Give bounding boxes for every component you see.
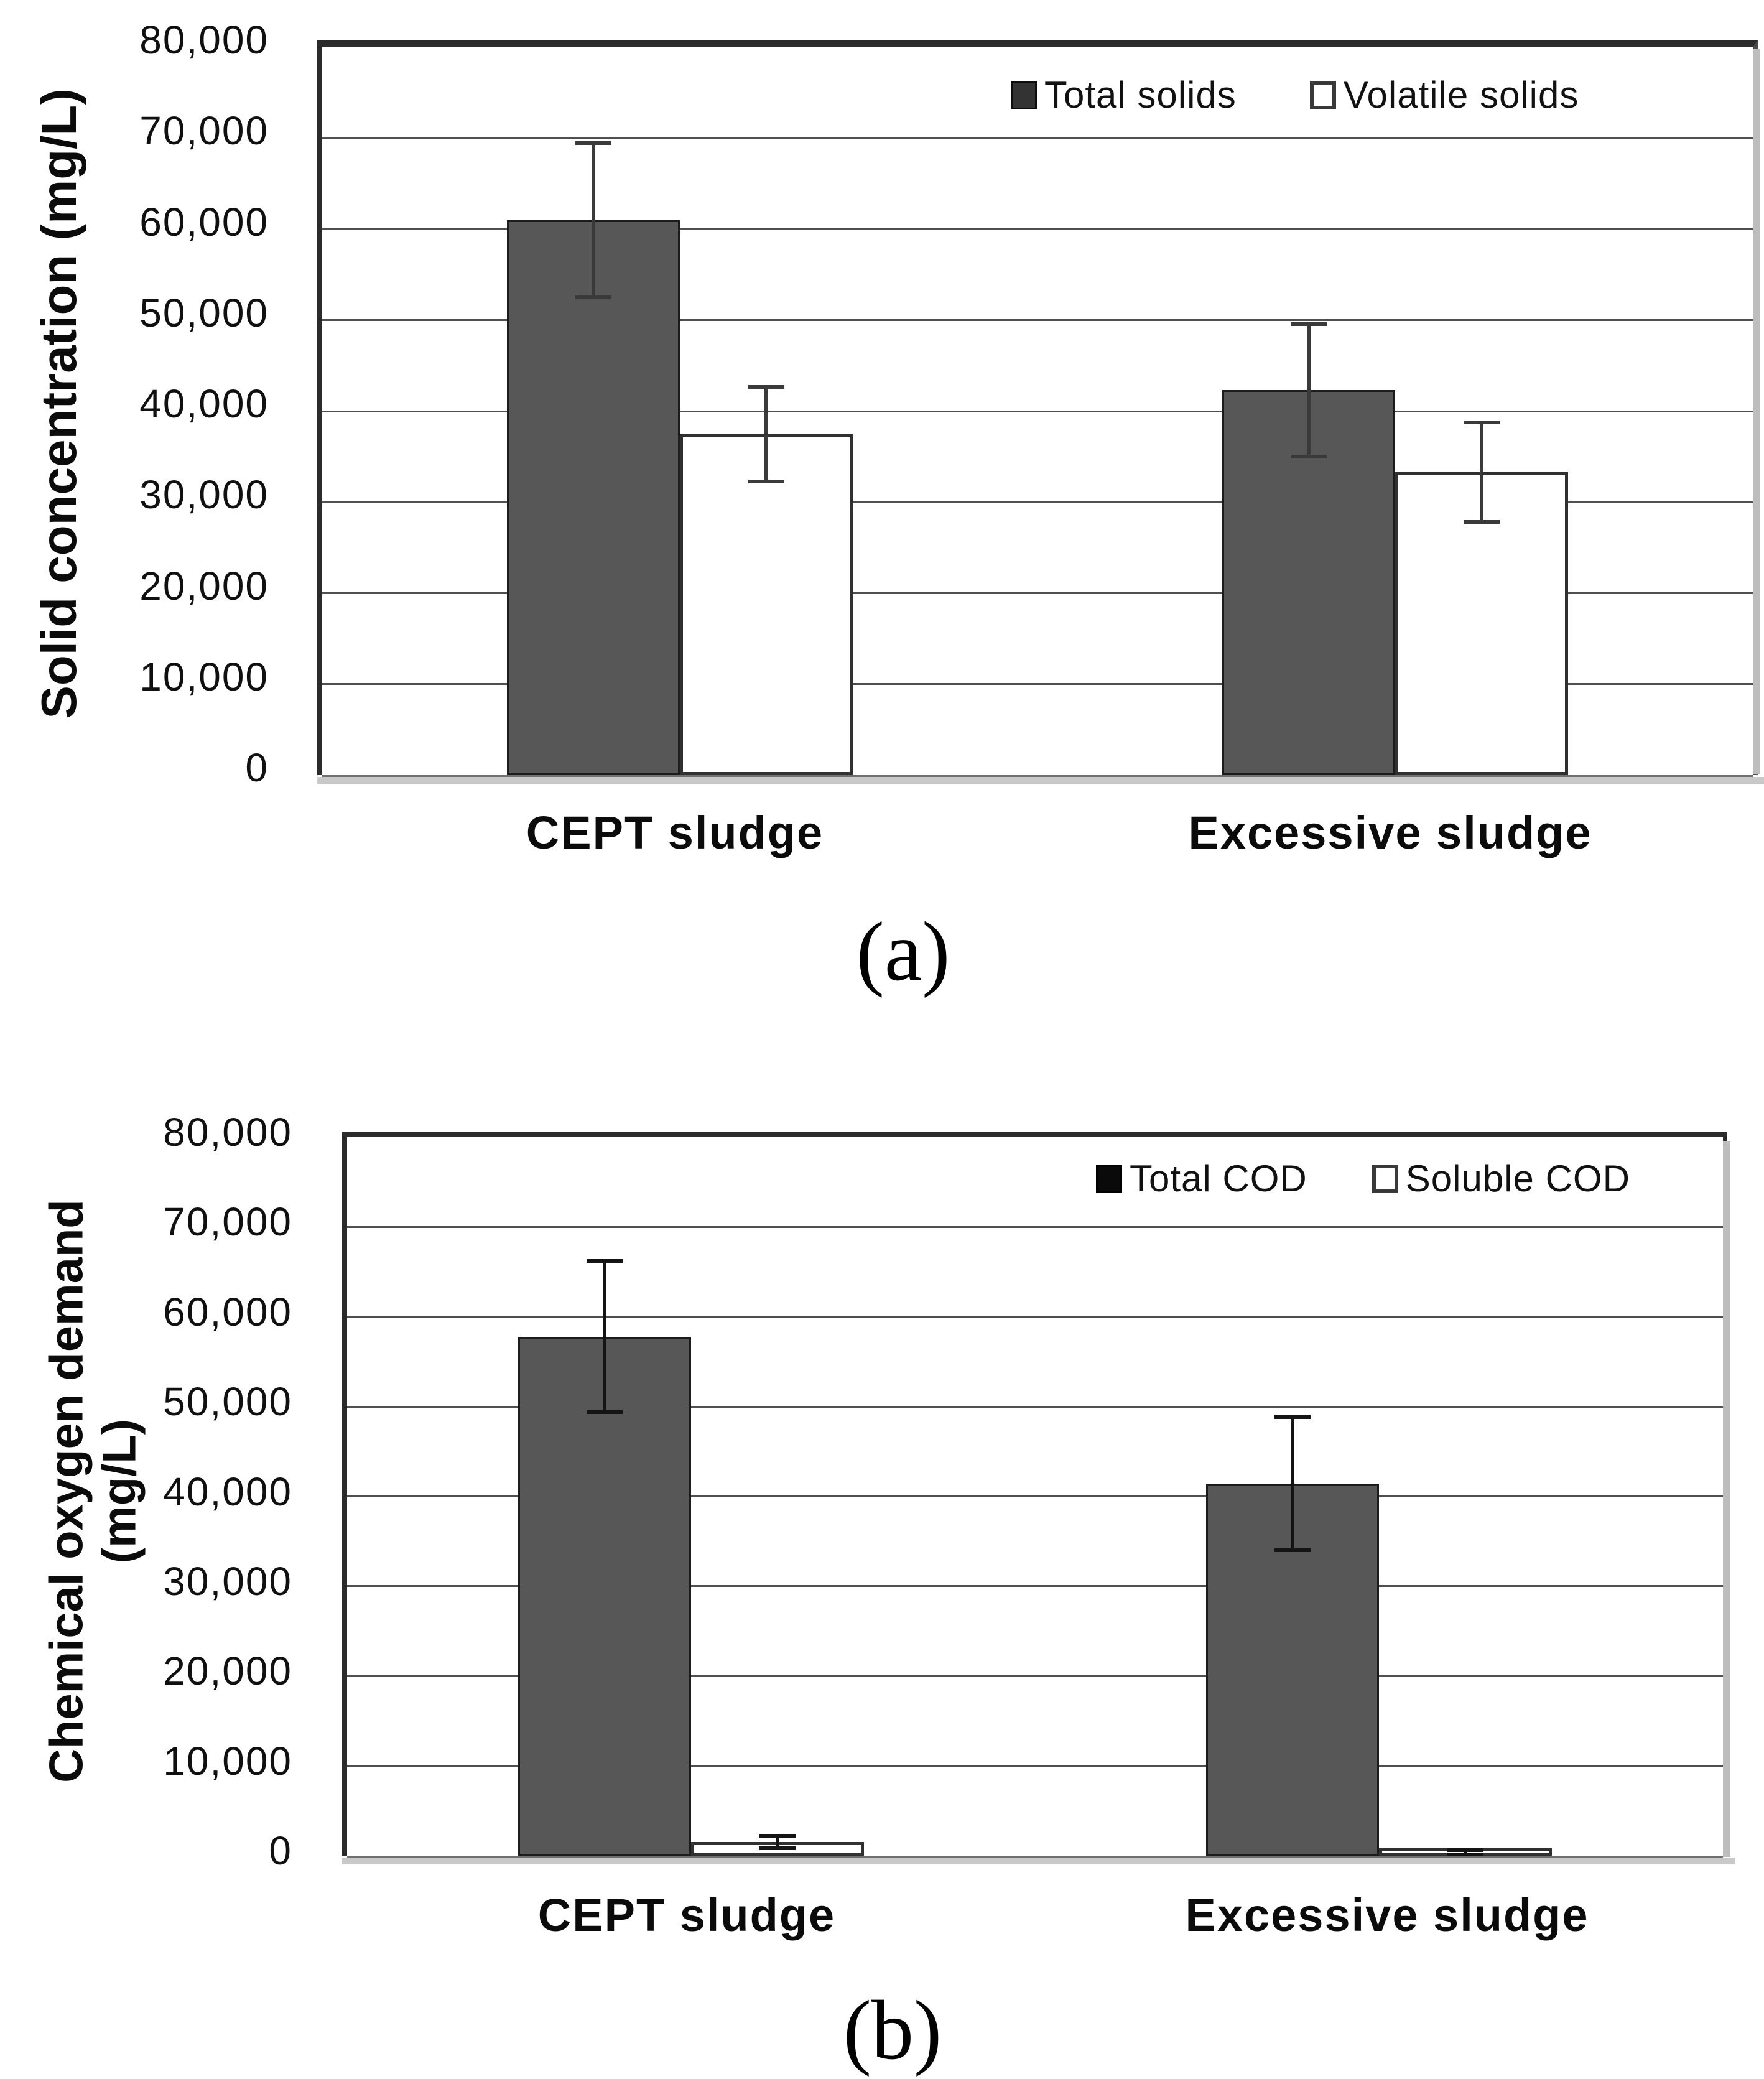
error-bar-cap [1464,520,1500,524]
x-axis-line [347,1856,1723,1858]
error-bar-cap [1447,1848,1483,1852]
bar-volatile-solids-cept-sludge [680,434,853,775]
x-category-label-excessive-sludge: Excessive sludge [1185,1889,1589,1941]
y-tick-label: 70,000 [163,1199,292,1245]
bar-total-solids-cept-sludge [507,220,680,775]
gridline [347,1405,1723,1408]
error-bar-cap [575,295,611,300]
y-tick-label: 50,000 [139,290,269,335]
legend-item-soluble-cod: Soluble COD [1372,1157,1630,1200]
open-square-swatch-icon [1372,1164,1398,1193]
gridline [347,1765,1723,1767]
gridline [322,228,1753,230]
y-tick-label: 80,000 [163,1110,292,1155]
y-tick-label: 40,000 [139,381,269,426]
y-tick-label: 20,000 [139,563,269,608]
legend-label: Total COD [1130,1158,1307,1199]
y-tick-label: 0 [245,745,269,790]
y-tick-label: 0 [269,1828,292,1873]
y-tick-label: 70,000 [139,108,269,154]
error-bar-cap [748,384,784,389]
plot-area-a [317,40,1764,784]
error-bar-cap [1464,420,1500,424]
gridline [322,410,1753,412]
error-bar-cap [759,1834,796,1838]
error-bar [1464,1849,1467,1854]
legend-item-volatile-solids: Volatile solids [1309,73,1579,116]
error-bar [764,386,768,481]
bar-total-cod-cept-sludge [518,1336,691,1856]
plot-area-b [342,1132,1735,1864]
y-tick-label: 40,000 [163,1469,292,1514]
gridline [322,501,1753,503]
y-axis-title-line-1: Chemical oxygen demand [40,1199,93,1783]
x-category-label-excessive-sludge: Excessive sludge [1188,807,1592,858]
open-square-swatch-icon [1309,80,1336,109]
gridline [347,1675,1723,1677]
error-bar [1480,422,1483,523]
plot-frame-shadow [1753,49,1760,774]
legend-a: Total solids Volatile solids [1011,73,1579,116]
legend-item-total-solids: Total solids [1011,73,1237,116]
filled-square-swatch-icon [1011,80,1037,109]
gridline [322,319,1753,322]
x-category-label-cept-sludge: CEPT sludge [537,1889,836,1941]
error-bar [603,1261,606,1412]
x-axis-shadow [317,777,1764,784]
gridline [347,1316,1723,1318]
plot-frame-shadow [1723,1141,1730,1857]
y-tick-label: 80,000 [139,17,269,62]
y-tick-label: 60,000 [163,1289,292,1334]
legend-b: Total COD Soluble COD [1096,1157,1630,1200]
panel-caption-b: (b) [843,1984,942,2077]
error-bar [1291,1417,1294,1551]
gridline [322,592,1753,594]
error-bar [1307,323,1311,457]
legend-item-total-cod: Total COD [1096,1157,1307,1200]
x-category-label-cept-sludge: CEPT sludge [526,807,824,858]
gridline [347,1585,1723,1588]
error-bar-cap [759,1846,796,1851]
error-bar-cap [1447,1852,1483,1856]
error-bar [776,1836,779,1849]
filled-square-swatch-icon [1096,1164,1122,1193]
panel-caption-a: (a) [856,905,950,998]
error-bar-cap [587,1259,623,1263]
error-bar [592,142,595,298]
gridline [347,1495,1723,1497]
x-axis-line [322,775,1753,777]
error-bar-cap [1274,1415,1311,1420]
gridline [322,137,1753,139]
legend-label: Soluble COD [1405,1158,1630,1199]
y-tick-label: 50,000 [163,1379,292,1425]
y-tick-label: 60,000 [139,199,269,244]
error-bar-cap [587,1410,623,1414]
y-tick-label: 20,000 [163,1649,292,1694]
legend-label: Volatile solids [1343,74,1579,116]
error-bar-cap [1274,1548,1311,1553]
gridline [322,683,1753,686]
y-tick-label: 30,000 [163,1558,292,1604]
y-tick-label: 10,000 [163,1738,292,1784]
gridline [347,1226,1723,1228]
y-tick-label: 30,000 [139,472,269,518]
x-axis-shadow [342,1858,1735,1864]
error-bar-cap [748,479,784,483]
error-bar-cap [1291,322,1327,326]
error-bar-cap [1291,455,1327,459]
y-tick-label: 10,000 [139,654,269,699]
error-bar-cap [575,141,611,145]
legend-label: Total solids [1044,74,1237,116]
